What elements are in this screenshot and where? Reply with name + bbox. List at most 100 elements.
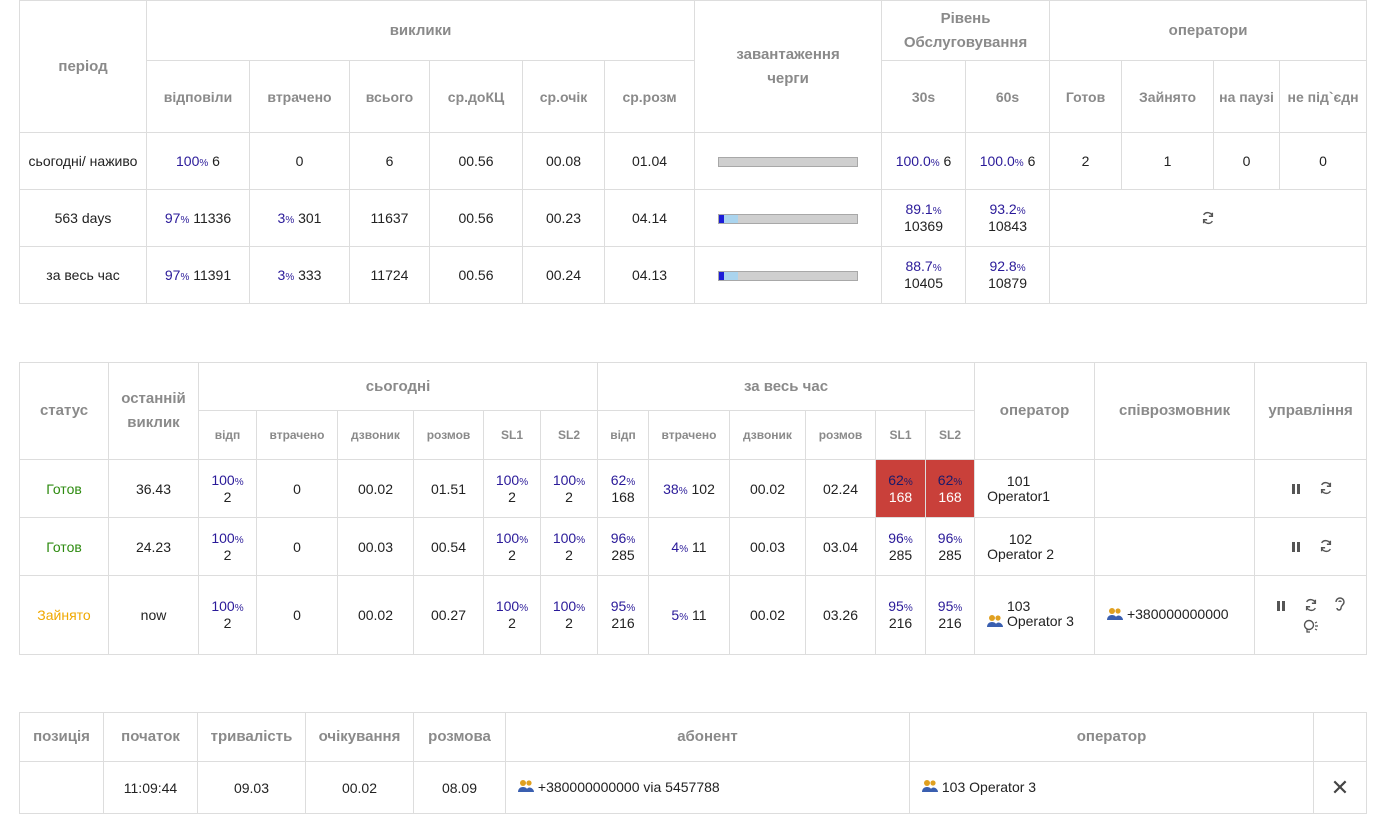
t-answered-cell: 100% 2 <box>198 459 257 518</box>
header-calls: виклики <box>145 0 696 61</box>
t-caller-cell: 00.02 <box>337 459 414 518</box>
a-sl2-cell: 62% 168 <box>924 459 976 518</box>
t-lost-cell: 0 <box>256 517 338 576</box>
avg-to-cc-cell: 00.56 <box>429 132 523 190</box>
a-caller-cell: 00.02 <box>729 575 806 655</box>
duration-cell: 09.03 <box>197 761 306 814</box>
sl30-cell: 89.1% 10369 <box>881 189 967 247</box>
whisper-icon[interactable] <box>1301 616 1321 636</box>
refresh-icon[interactable] <box>1301 595 1321 615</box>
lost-cell: 3% 333 <box>249 246 350 304</box>
header-avg-to-cc: ср.доКЦ <box>429 60 523 133</box>
avg-to-cc-cell: 00.56 <box>429 189 523 247</box>
header-lost: втрачено <box>249 60 350 133</box>
subscriber-cell: +380000000000 via 5457788 <box>505 761 910 814</box>
call-row: 11:09:44 09.03 00.02 08.09 +380000000000… <box>19 761 1367 814</box>
header-sl30: 30s <box>881 60 967 133</box>
pause-icon[interactable] <box>1271 596 1291 616</box>
operator-cell: 103 Operator 3 <box>974 575 1096 655</box>
queue-load-cell <box>694 132 883 190</box>
header-position: позиція <box>19 712 104 762</box>
a-talk-cell: 03.26 <box>805 575 876 655</box>
header-a-caller: дзвоник <box>729 410 806 460</box>
header-t-lost: втрачено <box>256 410 338 460</box>
a-answered-cell: 96% 285 <box>597 517 649 576</box>
a-sl2-cell: 96% 285 <box>924 517 976 576</box>
last-call-cell: now <box>108 575 199 655</box>
control-cell <box>1254 459 1368 518</box>
operators-refresh-cell <box>1049 189 1368 247</box>
t-lost-cell: 0 <box>256 575 338 655</box>
header-subscriber: абонент <box>505 712 910 762</box>
users-icon <box>922 779 938 796</box>
queue-load-cell <box>694 189 883 247</box>
answered-cell: 100% 6 <box>146 132 250 190</box>
t-sl1-cell: 100% 2 <box>483 575 541 655</box>
refresh-icon[interactable] <box>1316 478 1336 498</box>
avg-talk-cell: 01.04 <box>603 132 696 190</box>
header-operators: оператори <box>1049 0 1368 61</box>
sl60-cell: 92.8% 10879 <box>965 246 1051 304</box>
a-lost-cell: 38% 102 <box>648 459 730 518</box>
header-t-talk: розмов <box>413 410 484 460</box>
header-all-time: за весь час <box>596 362 976 411</box>
t-sl2-cell: 100% 2 <box>540 575 598 655</box>
header-talk: розмова <box>413 712 506 762</box>
t-sl1-cell: 100% 2 <box>483 459 541 518</box>
operator-cell: 102 Operator 2 <box>974 517 1096 576</box>
lost-cell: 0 <box>249 132 350 190</box>
header-period: період <box>19 0 147 133</box>
partner-cell <box>1094 517 1256 576</box>
refresh-icon[interactable] <box>1198 208 1218 228</box>
summary-table: період виклики завантаження черги Рівень… <box>19 0 1368 304</box>
header-total: всього <box>349 60 430 133</box>
lost-cell: 3% 301 <box>249 189 350 247</box>
queue-load-bar <box>718 157 859 168</box>
answered-cell: 97% 11391 <box>146 246 250 304</box>
header-t-caller: дзвоник <box>337 410 414 460</box>
t-answered-cell: 100% 2 <box>198 575 257 655</box>
status-cell: Готов <box>19 459 109 518</box>
a-sl2-cell: 95% 216 <box>924 575 976 655</box>
sl60-cell: 100.0% 6 <box>965 132 1051 190</box>
pause-icon[interactable] <box>1286 537 1306 557</box>
operator-cell: 103 Operator 3 <box>909 761 1314 814</box>
header-operator: оператор <box>909 712 1314 762</box>
agents-table: статус останній виклик сьогодні за весь … <box>19 362 1368 655</box>
t-sl2-cell: 100% 2 <box>540 459 598 518</box>
header-busy: Зайнято <box>1121 60 1215 133</box>
summary-row: 563 days 97% 11336 3% 301 11637 00.56 00… <box>19 189 1368 247</box>
period-cell: сьогодні/ наживо <box>19 132 147 190</box>
header-disconnected: не під`єдн <box>1279 60 1368 133</box>
queue-load-bar <box>718 271 859 282</box>
header-t-sl2: SL2 <box>540 410 598 460</box>
a-answered-cell: 95% 216 <box>597 575 649 655</box>
t-talk-cell: 00.27 <box>413 575 484 655</box>
header-queue-load: завантаження черги <box>694 0 883 133</box>
close-icon[interactable]: ✕ <box>1330 774 1350 800</box>
wait-cell: 00.02 <box>305 761 414 814</box>
refresh-icon[interactable] <box>1316 536 1336 556</box>
header-avg-wait: ср.очік <box>522 60 605 133</box>
t-sl2-cell: 100% 2 <box>540 517 598 576</box>
avg-wait-cell: 00.23 <box>522 189 605 247</box>
pause-icon[interactable] <box>1286 479 1306 499</box>
header-close <box>1313 712 1367 762</box>
header-service-level: Рівень Обслуговування <box>881 0 1051 61</box>
op-busy-cell: 1 <box>1121 132 1215 190</box>
last-call-cell: 24.23 <box>108 517 199 576</box>
sl60-cell: 93.2% 10843 <box>965 189 1051 247</box>
header-a-answered: відп <box>597 410 649 460</box>
total-cell: 11724 <box>349 246 430 304</box>
avg-wait-cell: 00.24 <box>522 246 605 304</box>
a-sl1-cell: 96% 285 <box>875 517 926 576</box>
header-control: управління <box>1254 362 1368 460</box>
header-duration: тривалість <box>197 712 306 762</box>
header-last-call: останній виклик <box>108 362 199 460</box>
t-caller-cell: 00.02 <box>337 575 414 655</box>
a-talk-cell: 02.24 <box>805 459 876 518</box>
header-status: статус <box>19 362 109 460</box>
header-ready: Готов <box>1049 60 1123 133</box>
listen-icon[interactable] <box>1330 594 1350 614</box>
talk-cell: 08.09 <box>413 761 506 814</box>
